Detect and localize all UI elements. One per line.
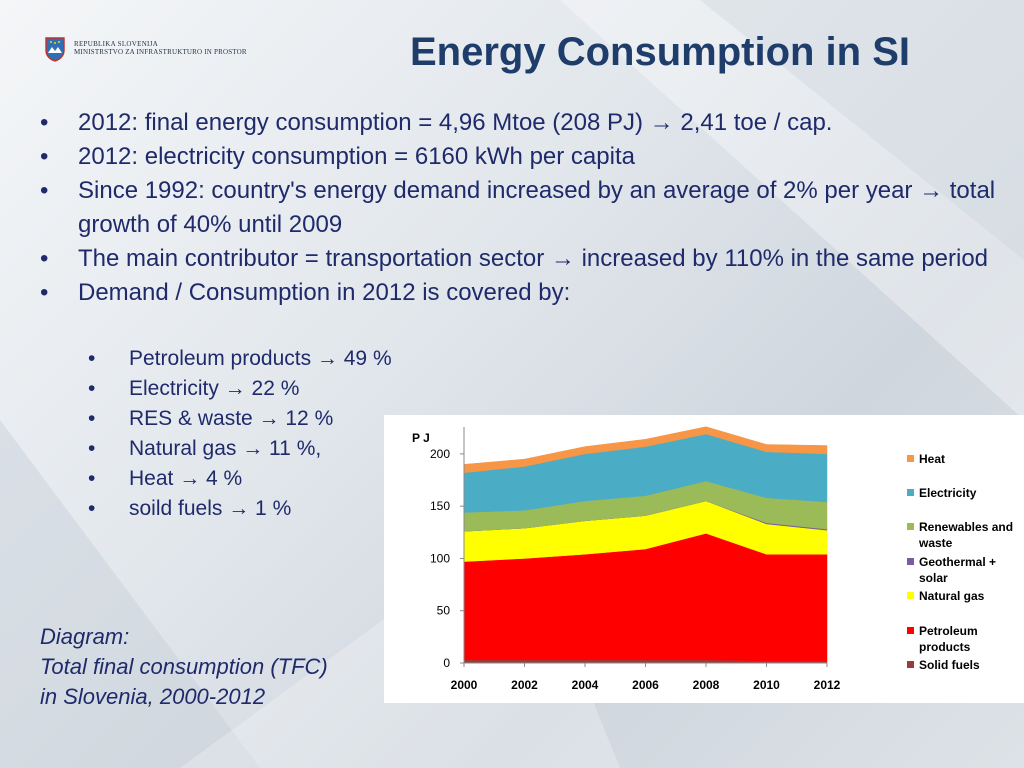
legend-swatch xyxy=(907,558,914,565)
bullet-marker: • xyxy=(40,279,49,306)
sub-bullet-item: • Heat → 4 % xyxy=(88,464,418,494)
legend-item: Geothermal + solar xyxy=(907,554,1024,586)
sub-bullet-item: • Petroleum products → 49 % xyxy=(88,344,418,374)
sub-bullet-text: Heat → 4 % xyxy=(129,467,243,490)
legend-item: Petroleum products xyxy=(907,623,1024,655)
bullet-item: • Since 1992: country's energy demand inc… xyxy=(40,174,1010,242)
org-line-1: REPUBLIKA SLOVENIJA xyxy=(74,40,159,49)
legend-swatch xyxy=(907,661,914,668)
x-tick-label: 2012 xyxy=(814,678,841,692)
legend-swatch xyxy=(907,592,914,599)
sub-bullet-item: • soild fuels → 1 % xyxy=(88,494,418,524)
chart-svg: 0 50 100 150 200 2000 2002 2004 2006 2008 2010 2012… xyxy=(412,426,841,692)
y-tick-label: 0 xyxy=(443,656,450,670)
y-tick-label: 150 xyxy=(430,499,450,513)
org-line-2: MINISTRSTVO ZA INFRASTRUKTURO IN PROSTOR xyxy=(74,48,247,56)
sub-bullet-text: soild fuels → 1 % xyxy=(129,497,292,520)
coat-of-arms-icon xyxy=(45,37,65,62)
caption-line-3: in Slovenia, 2000-2012 xyxy=(40,684,266,709)
bullet-marker: • xyxy=(88,437,96,460)
x-tick-label: 2002 xyxy=(511,678,538,692)
area-series-6 xyxy=(463,426,828,474)
legend-item: Electricity xyxy=(907,485,1024,501)
x-tick-label: 2010 xyxy=(753,678,780,692)
sub-bullet-list: • Petroleum products → 49 % • Electricity … xyxy=(88,344,418,524)
sub-bullet-item: • RES & waste → 12 % xyxy=(88,404,418,434)
bullet-item: • The main contributor = transportation s… xyxy=(40,242,1010,276)
legend-label: Petroleum products xyxy=(919,624,978,654)
slide-title: Energy Consumption in SI xyxy=(409,30,911,74)
bullet-text: Since 1992: country's energy demand incr… xyxy=(78,177,996,238)
legend-swatch xyxy=(907,523,914,530)
sub-bullet-text: Petroleum products → 49 % xyxy=(129,347,392,370)
y-tick-label: 50 xyxy=(437,604,451,618)
legend-label: Natural gas xyxy=(919,589,985,603)
x-tick-label: 2006 xyxy=(632,678,659,692)
y-tick-label: 100 xyxy=(430,551,450,565)
legend-label: Electricity xyxy=(919,486,977,500)
diagram-caption: Diagram: Total final consumption (TFC) i… xyxy=(40,622,328,712)
legend-item: Natural gas xyxy=(907,588,1024,604)
bullet-marker: • xyxy=(88,407,96,430)
bullet-marker: • xyxy=(40,245,49,272)
y-tick-label: 200 xyxy=(430,447,450,461)
legend-swatch xyxy=(907,627,914,634)
legend-label: Solid fuels xyxy=(919,658,980,672)
legend-item: Solid fuels xyxy=(907,657,1024,673)
legend-swatch xyxy=(907,489,914,496)
y-axis-label: P J xyxy=(412,431,430,445)
bullet-marker: • xyxy=(40,109,49,136)
bullet-marker: • xyxy=(88,377,96,400)
bullet-item: • 2012: final energy consumption = 4,96 M… xyxy=(40,106,1010,140)
bullet-text: 2012: electricity consumption = 6160 kWh… xyxy=(78,143,635,170)
sub-bullet-item: • Electricity → 22 % xyxy=(88,374,418,404)
sub-bullet-text: Electricity → 22 % xyxy=(129,377,300,400)
sub-bullet-text: Natural gas → 11 %, xyxy=(129,437,322,460)
bullet-text: The main contributor = transportation se… xyxy=(78,245,989,272)
sub-bullet-text: RES & waste → 12 % xyxy=(129,407,334,430)
bullet-text: 2012: final energy consumption = 4,96 Mt… xyxy=(78,109,833,136)
bullet-marker: • xyxy=(40,177,49,204)
x-tick-label: 2000 xyxy=(451,678,478,692)
caption-line-2: Total final consumption (TFC) xyxy=(40,654,328,679)
bullet-marker: • xyxy=(40,143,49,170)
bullet-item: • 2012: electricity consumption = 6160 kW… xyxy=(40,140,1010,174)
main-bullet-list: • 2012: final energy consumption = 4,96 M… xyxy=(40,106,1010,310)
bullet-marker: • xyxy=(88,497,96,520)
bullet-item: • Demand / Consumption in 2012 is covered… xyxy=(40,276,1010,310)
legend-item: Renewables and waste xyxy=(907,519,1024,551)
x-tick-label: 2004 xyxy=(572,678,599,692)
legend-label: Geothermal + solar xyxy=(919,555,997,585)
ministry-logo: REPUBLIKA SLOVENIJA MINISTRSTVO ZA INFRA… xyxy=(44,36,247,62)
sub-bullet-item: • Natural gas → 11 %, xyxy=(88,434,418,464)
bullet-text: Demand / Consumption in 2012 is covered … xyxy=(78,279,571,306)
x-tick-label: 2008 xyxy=(693,678,720,692)
legend-item: Heat xyxy=(907,451,1024,467)
bullet-marker: • xyxy=(88,347,96,370)
caption-line-1: Diagram: xyxy=(40,624,130,649)
legend-label: Renewables and waste xyxy=(919,520,1014,550)
legend-swatch xyxy=(907,455,914,462)
legend-label: Heat xyxy=(919,452,946,466)
consumption-chart: 0 50 100 150 200 2000 2002 2004 2006 2008 2010 2012… xyxy=(384,415,1024,703)
bullet-marker: • xyxy=(88,467,96,490)
